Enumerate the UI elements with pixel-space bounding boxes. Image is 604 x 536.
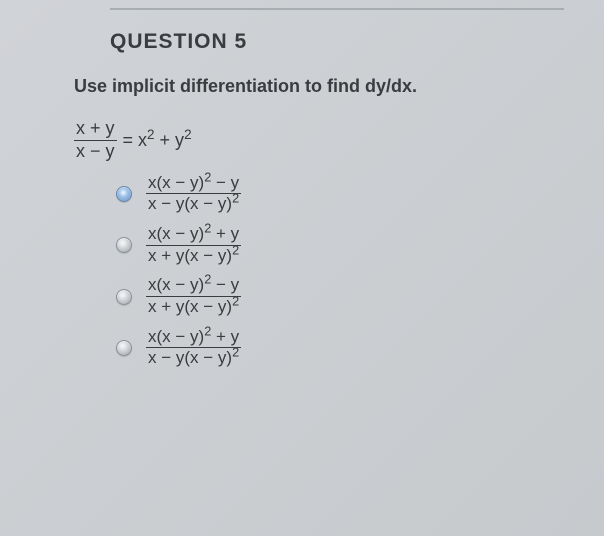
option-denominator: x + y(x − y)2 [146, 298, 241, 317]
equation: x + y x − y = x2 + y2 [74, 119, 564, 162]
divider [110, 8, 564, 10]
content-area: QUESTION 5 Use implicit differentiation … [110, 30, 564, 379]
option-denominator: x − y(x − y)2 [146, 195, 241, 214]
question-title: QUESTION 5 [110, 30, 564, 54]
fraction-denominator: x − y [74, 142, 117, 162]
radio-icon[interactable] [116, 186, 132, 202]
option-numerator: x(x − y)2 − y [146, 276, 241, 295]
question-card: QUESTION 5 Use implicit differentiation … [0, 0, 604, 536]
option-fraction: x(x − y)2 + y x − y(x − y)2 [146, 328, 241, 368]
option-3[interactable]: x(x − y)2 − y x + y(x − y)2 [116, 276, 564, 316]
option-4[interactable]: x(x − y)2 + y x − y(x − y)2 [116, 328, 564, 368]
equation-lhs-fraction: x + y x − y [74, 119, 117, 162]
option-denominator: x + y(x − y)2 [146, 247, 241, 266]
option-fraction: x(x − y)2 − y x + y(x − y)2 [146, 276, 241, 316]
option-numerator: x(x − y)2 − y [146, 174, 241, 193]
radio-icon[interactable] [116, 340, 132, 356]
option-1[interactable]: x(x − y)2 − y x − y(x − y)2 [116, 174, 564, 214]
equation-rhs: = x2 + y2 [123, 130, 192, 151]
question-prompt: Use implicit differentiation to find dy/… [74, 76, 564, 97]
option-numerator: x(x − y)2 + y [146, 225, 241, 244]
rhs-exp2: 2 [184, 127, 192, 142]
option-2[interactable]: x(x − y)2 + y x + y(x − y)2 [116, 225, 564, 265]
rhs-part2: + y [155, 130, 185, 150]
option-fraction: x(x − y)2 + y x + y(x − y)2 [146, 225, 241, 265]
radio-icon[interactable] [116, 289, 132, 305]
option-denominator: x − y(x − y)2 [146, 349, 241, 368]
rhs-part1: = x [123, 130, 148, 150]
option-fraction: x(x − y)2 − y x − y(x − y)2 [146, 174, 241, 214]
fraction-numerator: x + y [74, 119, 117, 139]
options-list: x(x − y)2 − y x − y(x − y)2 x(x − y)2 + … [116, 174, 564, 369]
radio-icon[interactable] [116, 237, 132, 253]
option-numerator: x(x − y)2 + y [146, 328, 241, 347]
rhs-exp1: 2 [147, 127, 155, 142]
